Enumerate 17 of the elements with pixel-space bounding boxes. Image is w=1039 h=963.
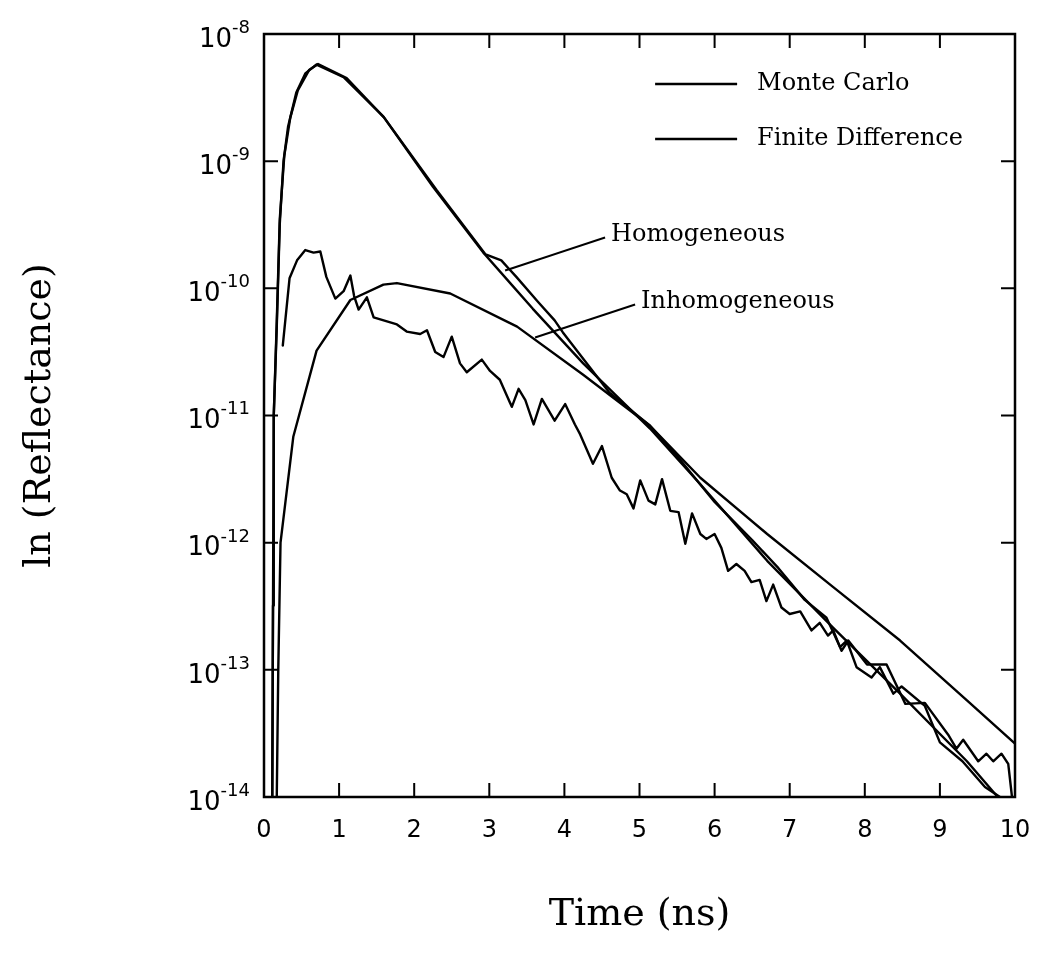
x-tick-label: 10 xyxy=(999,815,1031,844)
x-tick-label: 3 xyxy=(481,815,497,844)
annotation: Inhomogeneous xyxy=(641,285,835,314)
legend-label: Finite Difference xyxy=(757,123,963,152)
x-tick-label: 4 xyxy=(556,815,573,844)
annotation: Homogeneous xyxy=(611,218,786,247)
x-tick-label: 1 xyxy=(331,815,347,844)
legend-label: Monte Carlo xyxy=(757,68,910,97)
x-tick-label: 0 xyxy=(256,815,272,844)
x-tick-label: 6 xyxy=(706,815,723,844)
y-axis-title: ln (Reflectance) xyxy=(14,263,59,568)
x-tick-label: 9 xyxy=(932,815,948,844)
x-tick-label: 5 xyxy=(631,815,648,844)
x-tick-label: 7 xyxy=(782,815,798,844)
x-tick-label: 2 xyxy=(406,815,422,844)
x-tick-label: 8 xyxy=(857,815,873,844)
x-axis-title: Time (ns) xyxy=(548,889,731,934)
